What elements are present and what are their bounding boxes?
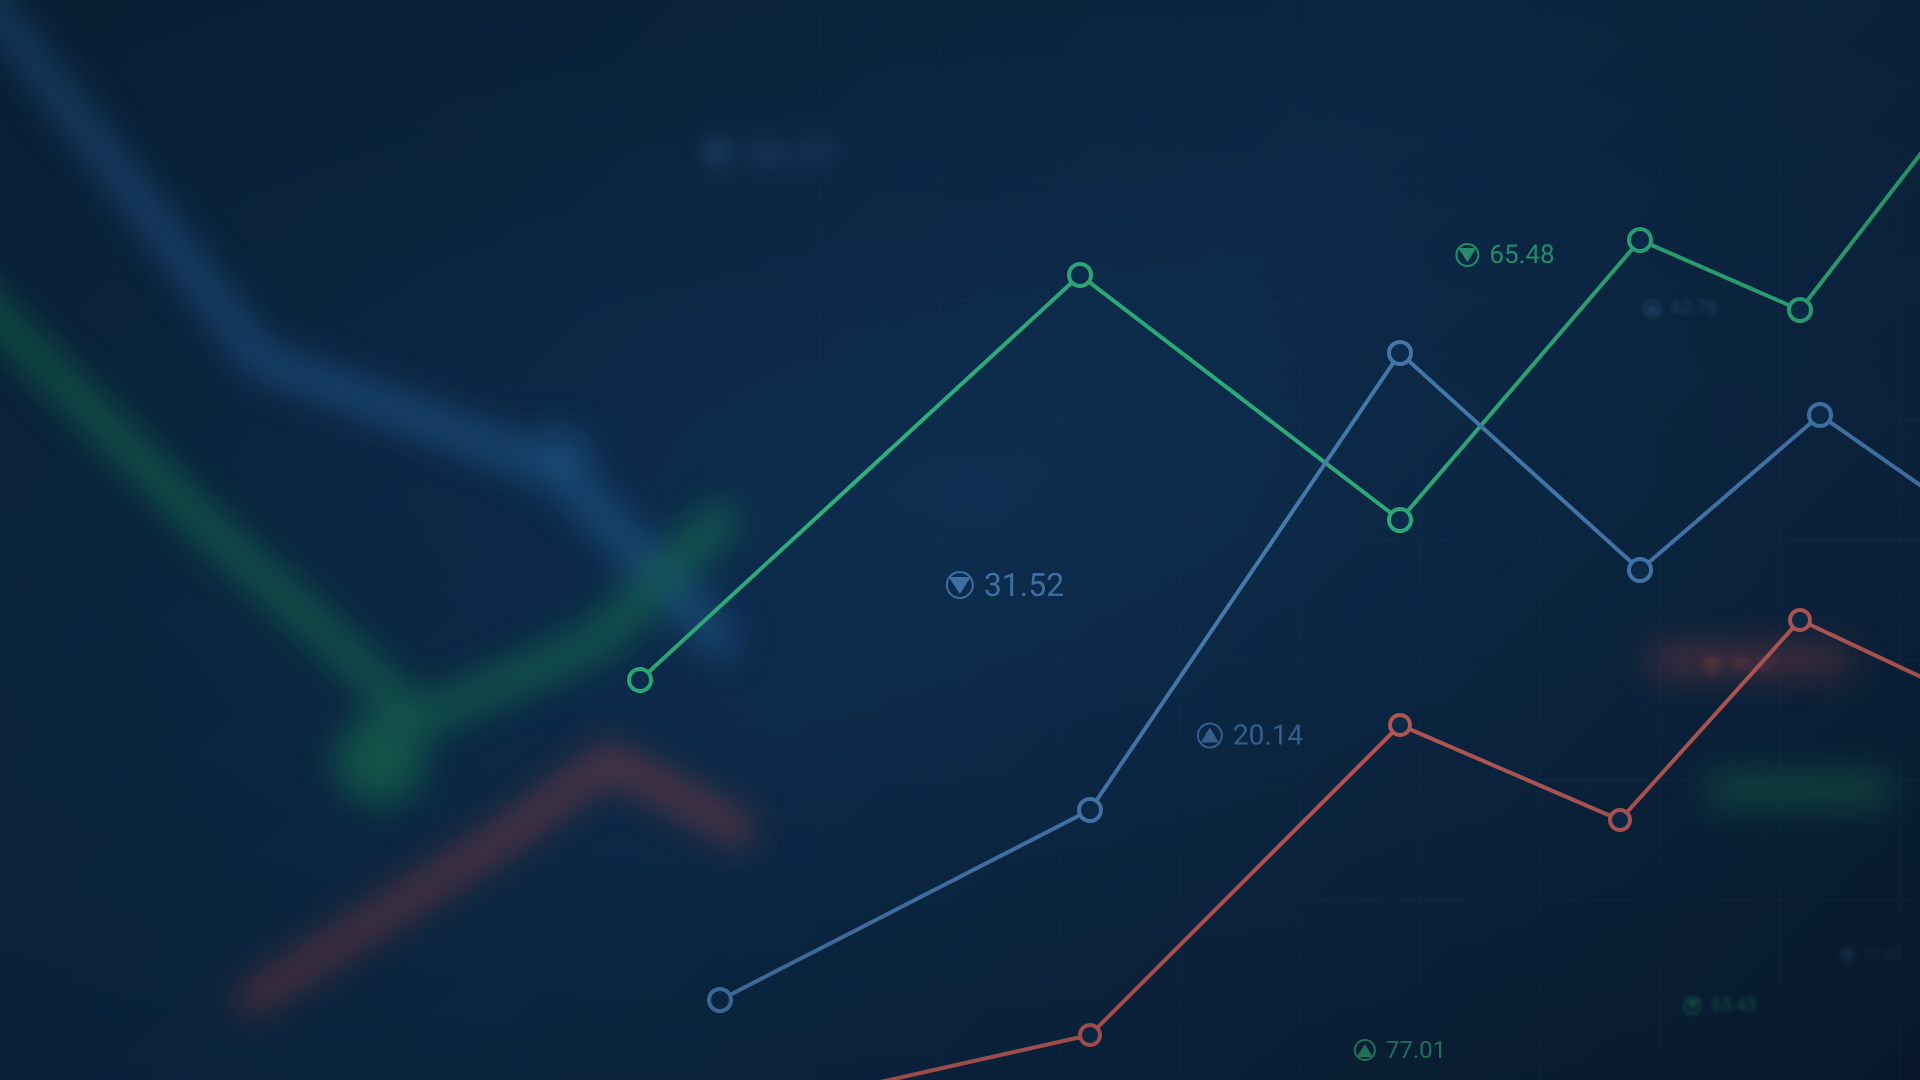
value-label: 65.48 <box>1455 240 1554 270</box>
blue-line-marker <box>709 989 731 1011</box>
blur-blue-top <box>0 0 720 640</box>
value-label-text: 20.14 <box>1233 719 1303 752</box>
value-label-text: 31.52 <box>984 566 1064 604</box>
blue-line-marker <box>1079 799 1101 821</box>
green-line-marker <box>1389 509 1411 531</box>
triangle-down-icon <box>946 571 974 599</box>
value-label: 54.97 <box>700 133 839 177</box>
triangle-down-icon <box>1703 656 1721 674</box>
green-line-marker <box>629 669 651 691</box>
triangle-down-icon <box>700 138 734 172</box>
green-line <box>640 90 1920 680</box>
value-label-text: 62.78 <box>1671 298 1716 319</box>
value-label-text: 11.37 <box>1864 947 1899 963</box>
triangle-up-icon <box>1354 1039 1376 1061</box>
triangle-down-icon <box>1455 243 1479 267</box>
value-label: 11.37 <box>1840 947 1899 963</box>
green-line-marker <box>1629 229 1651 251</box>
value-label: 31.52 <box>946 566 1064 604</box>
blue-line-marker <box>1809 404 1831 426</box>
triangle-up-icon <box>1197 722 1223 748</box>
value-label-text: 77.01 <box>1386 1036 1446 1064</box>
red-line-marker <box>1080 1025 1100 1045</box>
triangle-up-icon <box>1643 299 1661 317</box>
red-line-marker <box>1790 610 1810 630</box>
value-label: 90.87 <box>1703 655 1776 676</box>
blur-green <box>0 260 720 720</box>
blur-red <box>250 760 740 1000</box>
red-line-marker <box>1390 715 1410 735</box>
value-label: 62.78 <box>1643 298 1716 319</box>
value-label: 20.14 <box>1197 719 1303 752</box>
green-line-marker <box>1069 264 1091 286</box>
value-label-text: 90.87 <box>1731 655 1776 676</box>
value-label-text: 65.48 <box>1489 240 1554 270</box>
blue-line-marker <box>1389 342 1411 364</box>
chart-canvas <box>0 0 1920 1080</box>
red-line-marker <box>1610 810 1630 830</box>
triangle-down-icon <box>1840 948 1854 962</box>
value-label: 65.45 <box>1683 995 1756 1016</box>
blue-line-marker <box>1629 559 1651 581</box>
triangle-down-icon <box>1683 996 1701 1014</box>
value-label-text: 54.97 <box>744 133 839 177</box>
value-label: 77.01 <box>1354 1036 1446 1064</box>
value-label-text: 65.45 <box>1711 995 1756 1016</box>
sharp-lines <box>629 90 1920 1080</box>
green-line-marker <box>1789 299 1811 321</box>
blue-line <box>720 353 1920 1000</box>
